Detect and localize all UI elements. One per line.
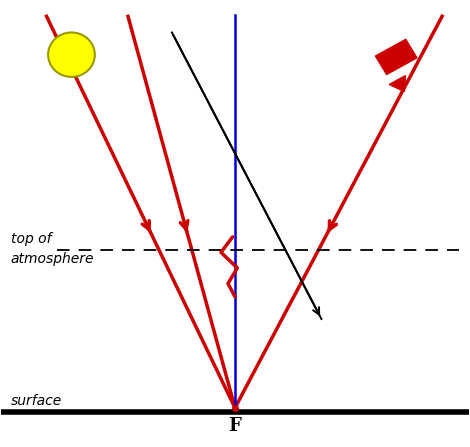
Polygon shape xyxy=(376,39,417,75)
Polygon shape xyxy=(389,76,406,92)
Text: surface: surface xyxy=(11,394,62,408)
Circle shape xyxy=(48,33,95,77)
Text: top of: top of xyxy=(11,232,51,246)
Text: atmosphere: atmosphere xyxy=(11,253,94,266)
Text: F: F xyxy=(228,417,242,435)
